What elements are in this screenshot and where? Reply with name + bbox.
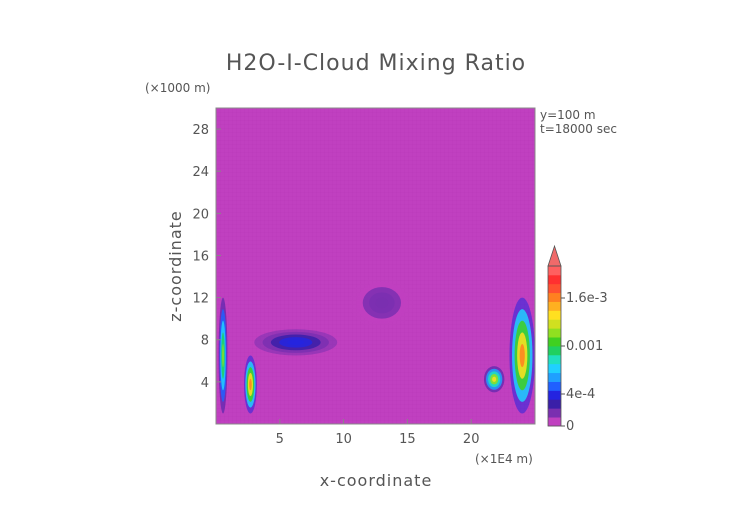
x-axis-label: x-coordinate — [320, 471, 433, 490]
cloud-feature — [349, 276, 414, 330]
cloud-feature — [483, 366, 505, 393]
colorbar-swatch — [548, 346, 561, 356]
plot-grid-texture — [216, 108, 535, 424]
cloud-feature — [218, 297, 228, 414]
colorbar-tick-label: 0 — [566, 419, 574, 434]
cloud-contour-level — [222, 343, 224, 368]
colorbar-swatch — [548, 354, 561, 365]
y-axis-ticks: 4 8 12 16 20 24 28 — [192, 123, 221, 391]
y-tick-label: 24 — [192, 165, 209, 180]
cloud-contour-level — [519, 343, 525, 368]
x-tick-label: 20 — [463, 432, 480, 447]
colorbar-swatch — [548, 337, 561, 347]
y-tick-label: 16 — [192, 249, 209, 264]
y-tick-label: 4 — [201, 376, 209, 391]
y-tick-label: 12 — [192, 292, 209, 307]
colorbar-swatch — [548, 372, 561, 382]
cloud-contour-level — [249, 378, 252, 391]
x-axis-ticks: 5 10 15 20 — [276, 419, 480, 447]
y-tick-label: 8 — [201, 334, 209, 349]
annotation-time: t=18000 sec — [540, 122, 617, 136]
cloud-features — [218, 276, 535, 414]
colorbar-swatch — [548, 301, 561, 311]
y-unit-label: (×1000 m) — [145, 81, 210, 95]
colorbar-swatch — [548, 310, 561, 320]
cloud-contour-level — [287, 339, 305, 345]
colorbar-swatch — [548, 390, 561, 400]
colorbar-extend-arrow — [547, 244, 562, 267]
colorbar-swatch — [548, 292, 561, 302]
colorbar-tick-label: 4e-4 — [566, 387, 595, 402]
x-unit-label: (×1E4 m) — [475, 452, 533, 466]
plot-area — [215, 107, 536, 425]
cloud-contour-level — [492, 376, 497, 382]
y-tick-label: 28 — [192, 123, 209, 138]
y-tick-label: 20 — [192, 207, 209, 222]
cloud-feature — [509, 297, 535, 414]
colorbar-swatch — [548, 363, 561, 374]
cloud-contour-level — [375, 297, 389, 309]
annotation-y: y=100 m — [540, 108, 596, 122]
colorbar-swatch — [548, 328, 561, 338]
colorbar: 0 4e-4 0.001 1.6e-3 — [547, 244, 608, 434]
x-tick-label: 15 — [399, 432, 416, 447]
chart-title: H2O-I-Cloud Mixing Ratio — [226, 51, 526, 76]
x-tick-label: 5 — [276, 432, 284, 447]
cloud-feature — [254, 329, 338, 356]
colorbar-swatch — [548, 319, 561, 329]
colorbar-swatch — [548, 381, 561, 391]
colorbar-swatch — [548, 417, 561, 427]
colorbar-swatch — [548, 408, 561, 418]
colorbar-swatch — [548, 399, 561, 409]
plot-frame — [215, 107, 536, 425]
colorbar-tick-label: 1.6e-3 — [566, 291, 608, 306]
x-tick-label: 10 — [335, 432, 352, 447]
colorbar-swatch — [548, 266, 561, 276]
colorbar-swatch — [548, 283, 561, 294]
cloud-feature — [244, 355, 257, 414]
y-axis-label: z-coordinate — [166, 210, 185, 322]
colorbar-tick-label: 0.001 — [566, 339, 603, 354]
colorbar-swatch — [548, 274, 561, 285]
